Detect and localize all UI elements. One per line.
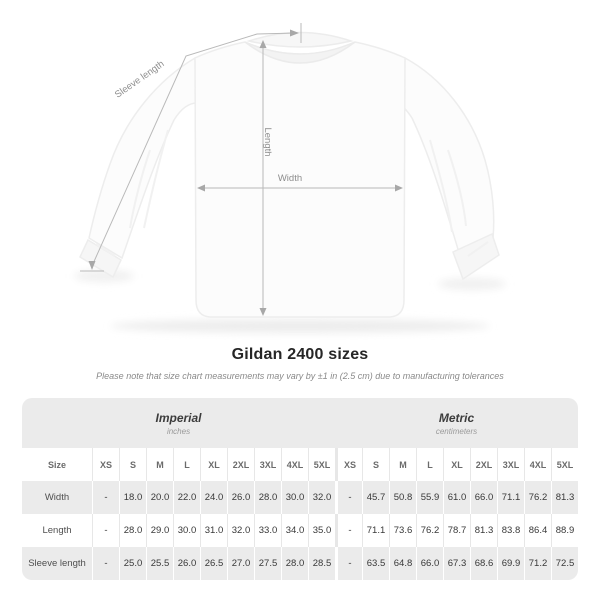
data-cell: 26.0 xyxy=(227,481,254,514)
data-cell: 81.3 xyxy=(470,514,497,547)
data-cell: 63.5 xyxy=(362,547,389,580)
size-header-cell: 5XL xyxy=(551,448,578,481)
right-sleeve xyxy=(400,56,495,258)
data-cell: 72.5 xyxy=(551,547,578,580)
size-header-cell: L xyxy=(416,448,443,481)
size-header-cell: L xyxy=(173,448,200,481)
data-cell: 32.0 xyxy=(308,481,335,514)
data-cell: 26.0 xyxy=(173,547,200,580)
size-header-cell: 5XL xyxy=(308,448,335,481)
unit-group-metric: Metric centimeters xyxy=(335,398,578,448)
data-cell: 66.0 xyxy=(416,547,443,580)
data-cell: 25.0 xyxy=(119,547,146,580)
size-header-cell: 3XL xyxy=(497,448,524,481)
size-header-cell: 2XL xyxy=(227,448,254,481)
size-header-cell: XL xyxy=(443,448,470,481)
unit-group-name: Imperial xyxy=(155,410,202,425)
left-sleeve xyxy=(88,56,198,260)
size-header-cell: 2XL xyxy=(470,448,497,481)
data-cell: 27.0 xyxy=(227,547,254,580)
data-cell: - xyxy=(335,514,362,547)
collar-band xyxy=(244,41,356,64)
size-header-cell: 3XL xyxy=(254,448,281,481)
data-cell: 28.5 xyxy=(308,547,335,580)
data-cell: 28.0 xyxy=(254,481,281,514)
data-cell: 30.0 xyxy=(173,514,200,547)
row-label: Width xyxy=(22,481,92,514)
data-cell: 18.0 xyxy=(119,481,146,514)
data-cell: 25.5 xyxy=(146,547,173,580)
data-cell: 76.2 xyxy=(524,481,551,514)
data-cell: 76.2 xyxy=(416,514,443,547)
page-title: Gildan 2400 sizes xyxy=(231,346,369,363)
data-cell: 45.7 xyxy=(362,481,389,514)
size-header-cell: S xyxy=(119,448,146,481)
right-cuff xyxy=(452,232,500,281)
data-cell: 67.3 xyxy=(443,547,470,580)
data-cell: 73.6 xyxy=(389,514,416,547)
data-cell: 32.0 xyxy=(227,514,254,547)
size-header-cell: 4XL xyxy=(281,448,308,481)
data-cell: - xyxy=(92,481,119,514)
size-header-cell: 4XL xyxy=(524,448,551,481)
data-cell: 69.9 xyxy=(497,547,524,580)
data-cell: 50.8 xyxy=(389,481,416,514)
shirt-illustration xyxy=(79,31,500,318)
data-cell: 22.0 xyxy=(173,481,200,514)
data-cell: 81.3 xyxy=(551,481,578,514)
row-label: Sleeve length xyxy=(22,547,92,580)
data-cell: 26.5 xyxy=(200,547,227,580)
data-cell: 30.0 xyxy=(281,481,308,514)
data-cell: 78.7 xyxy=(443,514,470,547)
data-cell: 61.0 xyxy=(443,481,470,514)
data-cell: 68.6 xyxy=(470,547,497,580)
data-cell: 64.8 xyxy=(389,547,416,580)
data-cell: 28.0 xyxy=(119,514,146,547)
tolerance-note: Please note that size chart measurements… xyxy=(96,371,504,381)
data-cell: 34.0 xyxy=(281,514,308,547)
arrowheads xyxy=(88,29,403,316)
data-cell: - xyxy=(92,514,119,547)
size-header-cell: XL xyxy=(200,448,227,481)
length-label: Length xyxy=(262,127,273,156)
sleeve-length-line xyxy=(91,32,298,267)
data-cell: 35.0 xyxy=(308,514,335,547)
data-cell: 71.1 xyxy=(497,481,524,514)
shirt-shadow xyxy=(74,270,506,333)
data-cell: 29.0 xyxy=(146,514,173,547)
data-cell: 66.0 xyxy=(470,481,497,514)
measurement-annotations xyxy=(80,23,403,316)
size-table: Imperial inches Metric centimeters Size X… xyxy=(22,398,578,580)
data-cell: 33.0 xyxy=(254,514,281,547)
unit-group-sub: inches xyxy=(166,426,191,436)
data-cell: - xyxy=(92,547,119,580)
data-cell: - xyxy=(335,481,362,514)
data-cell: - xyxy=(335,547,362,580)
unit-group-sub: centimeters xyxy=(435,426,478,436)
size-column-header: Size xyxy=(22,448,92,481)
width-label: Width xyxy=(278,173,302,184)
data-cell: 31.0 xyxy=(200,514,227,547)
data-cell: 71.2 xyxy=(524,547,551,580)
data-cell: 28.0 xyxy=(281,547,308,580)
data-cell: 71.1 xyxy=(362,514,389,547)
fabric-folds xyxy=(95,129,489,257)
row-label: Length xyxy=(22,514,92,547)
data-cell: 83.8 xyxy=(497,514,524,547)
shirt-measurement-diagram: Sleeve length Length Width xyxy=(74,23,506,333)
size-header-cell: XS xyxy=(92,448,119,481)
data-cell: 27.5 xyxy=(254,547,281,580)
data-cell: 24.0 xyxy=(200,481,227,514)
data-cell: 55.9 xyxy=(416,481,443,514)
unit-group-name: Metric xyxy=(438,410,475,425)
data-cell: 20.0 xyxy=(146,481,173,514)
size-header-cell: M xyxy=(389,448,416,481)
size-header-cell: S xyxy=(362,448,389,481)
size-header-cell: M xyxy=(146,448,173,481)
data-cell: 88.9 xyxy=(551,514,578,547)
unit-group-imperial: Imperial inches xyxy=(22,398,335,448)
data-cell: 86.4 xyxy=(524,514,551,547)
size-header-cell: XS xyxy=(335,448,362,481)
